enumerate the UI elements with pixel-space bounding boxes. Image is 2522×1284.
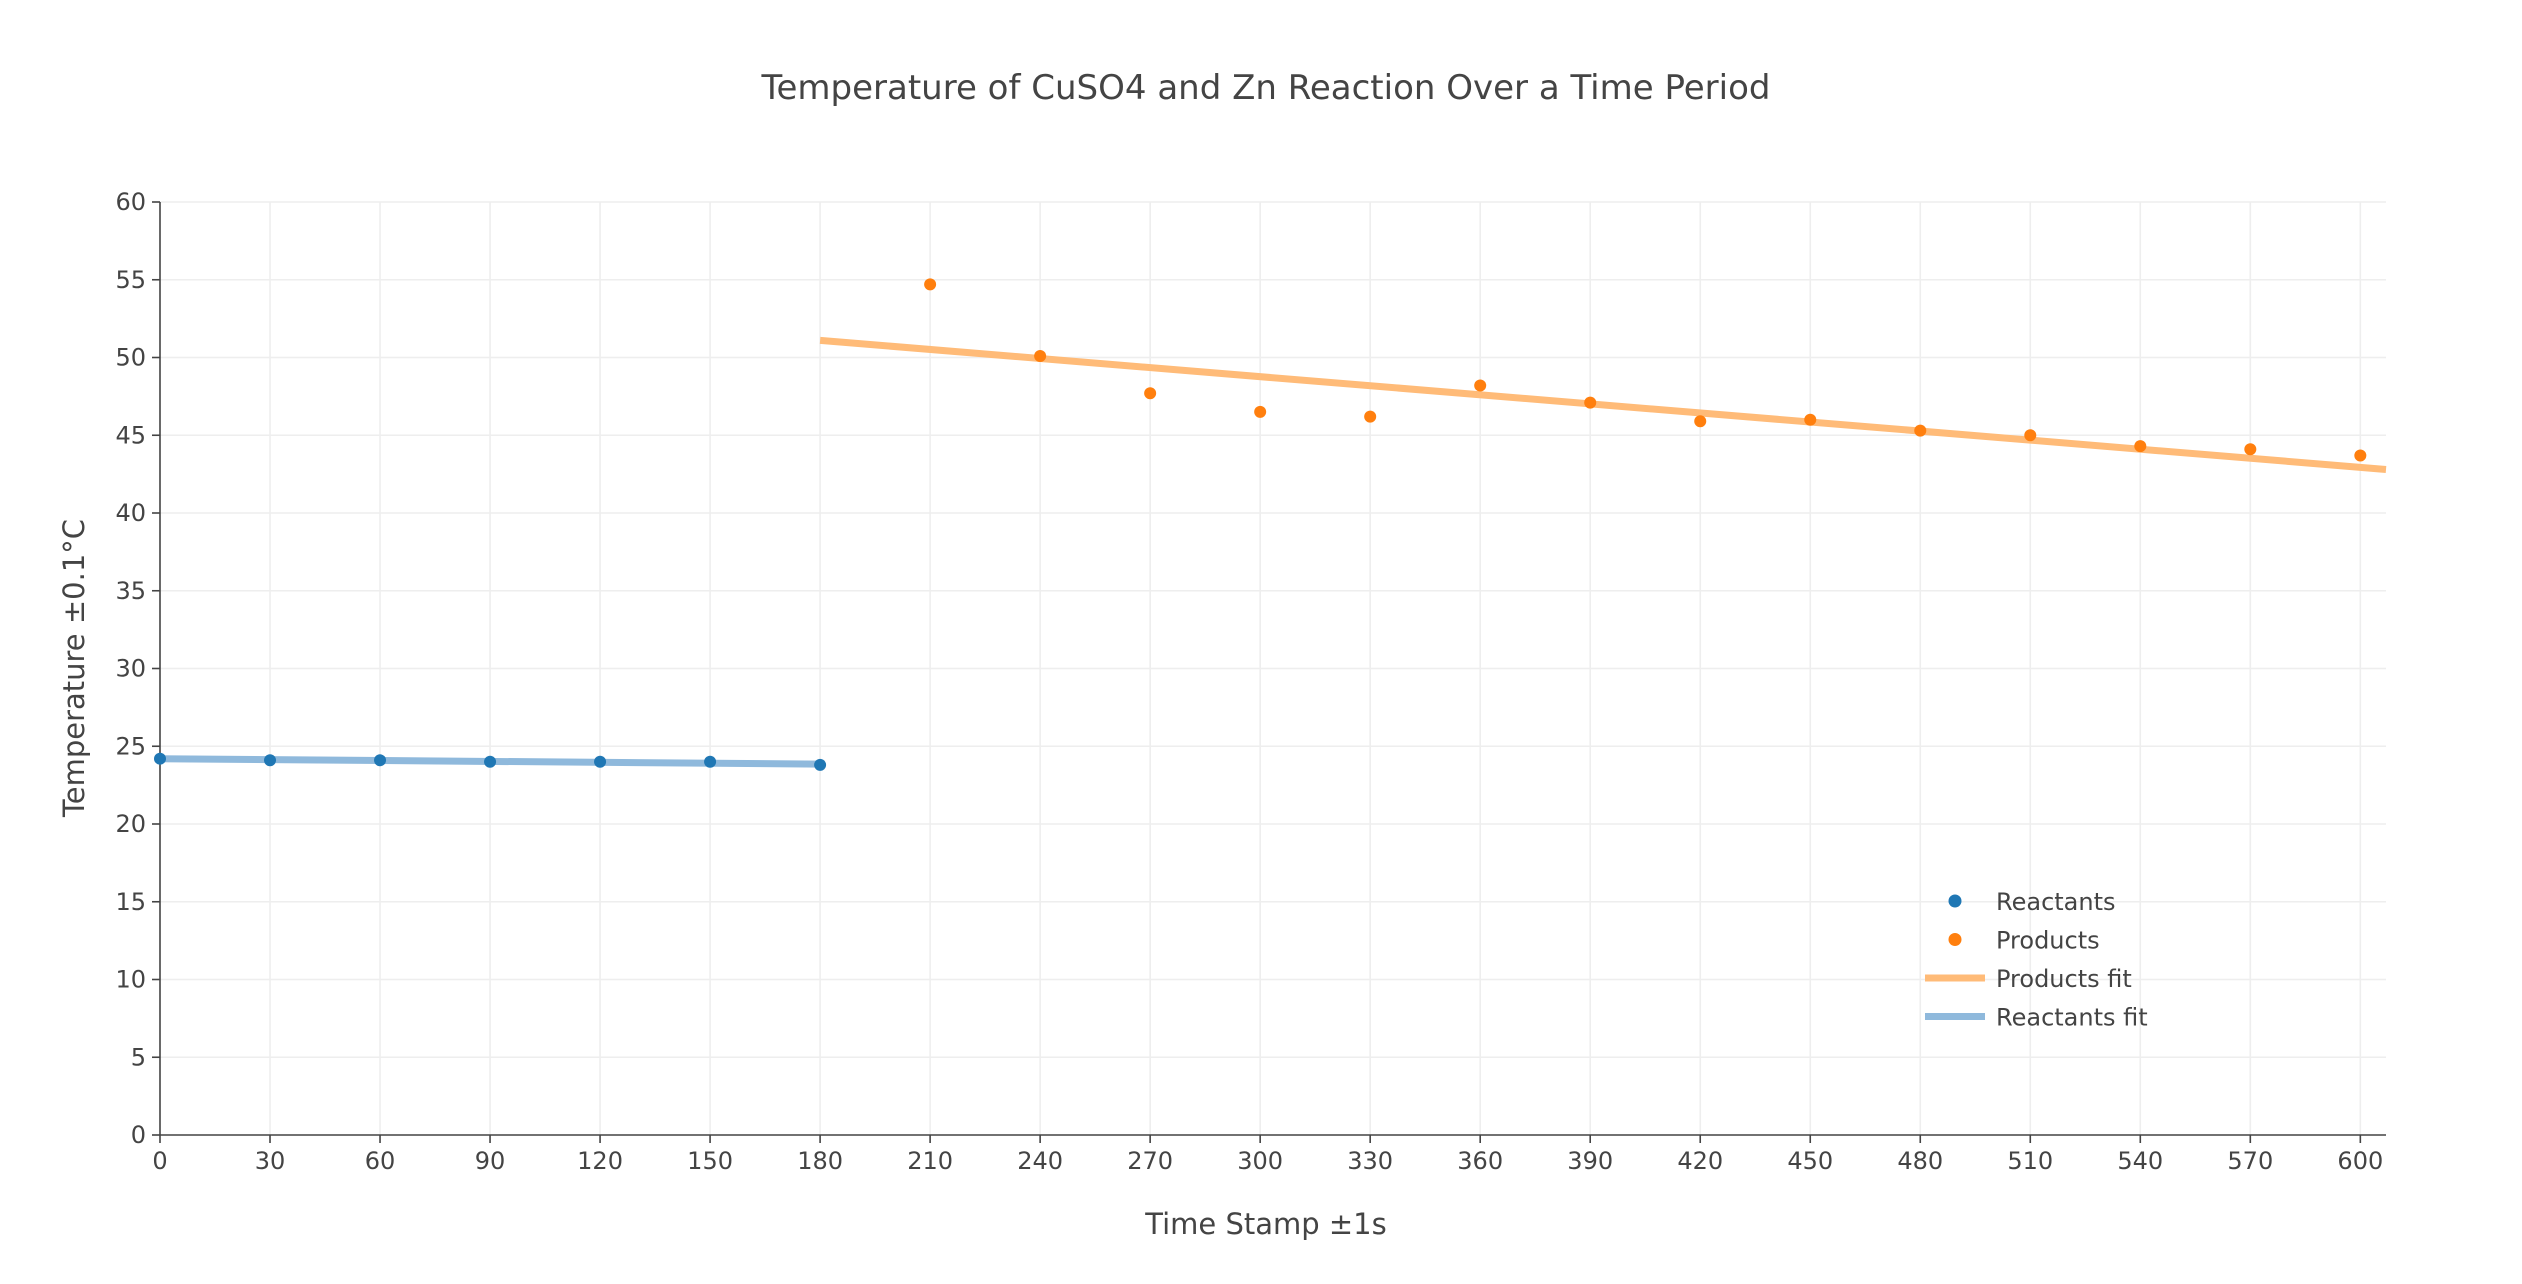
reactants-point	[154, 752, 166, 765]
reactants-point	[814, 758, 827, 771]
legend-marker-products	[1948, 933, 1962, 946]
x-tick-label: 450	[1787, 1147, 1833, 1175]
products-point	[2354, 449, 2367, 462]
x-tick-label: 540	[2117, 1147, 2163, 1175]
legend-marker-reactants	[1948, 894, 1962, 908]
x-tick-label: 390	[1567, 1147, 1613, 1175]
x-tick-label: 420	[1677, 1147, 1723, 1175]
products-fit-line	[819, 336, 2387, 473]
x-axis-title: Time Stamp ±1s	[1144, 1207, 1386, 1241]
y-tick-label: 30	[115, 655, 146, 683]
axes-layer: 0 30 60 90 120 150 180 210 240 270 300 330 360 390 420…	[115, 188, 2386, 1175]
x-tick-label: 600	[2337, 1147, 2383, 1175]
x-tick-label: 90	[475, 1147, 506, 1175]
products-point	[2244, 443, 2257, 456]
y-tick-label: 50	[115, 344, 146, 372]
y-tick-label: 0	[131, 1121, 146, 1149]
series-layer	[154, 278, 2387, 771]
legend-item-reactants[interactable]: Reactants	[1948, 888, 2116, 916]
x-tick-label: 330	[1347, 1147, 1393, 1175]
x-tick-label: 180	[797, 1147, 843, 1175]
reactants-point	[704, 755, 717, 768]
x-tick-label: 270	[1127, 1147, 1173, 1175]
legend[interactable]: Reactants Products Products fit Reactants f…	[1925, 888, 2148, 1032]
legend-label-products: Products	[1996, 927, 2100, 955]
products-point	[924, 278, 937, 291]
products-point	[1804, 413, 1817, 426]
y-tick-label: 55	[115, 266, 146, 294]
legend-label-products-fit: Products fit	[1996, 965, 2132, 993]
x-tick-label: 300	[1237, 1147, 1283, 1175]
reactants-point	[374, 754, 387, 767]
products-point	[1144, 387, 1157, 400]
x-tick-label: 480	[1897, 1147, 1943, 1175]
products-point	[2134, 440, 2147, 453]
products-point	[1694, 415, 1707, 428]
products-point	[1254, 405, 1267, 418]
legend-item-reactants-fit[interactable]: Reactants fit	[1925, 1004, 2148, 1032]
y-axis-title: Temperature ±0.1°C	[57, 519, 91, 818]
reactants-point	[484, 755, 497, 768]
products-point	[1474, 379, 1487, 392]
products-point	[2024, 429, 2037, 442]
products-point	[1364, 410, 1377, 423]
x-tick-label: 150	[687, 1147, 733, 1175]
y-tick-label: 15	[115, 888, 146, 916]
x-tick-label: 120	[577, 1147, 623, 1175]
y-tick-label: 10	[115, 966, 146, 994]
x-tick-label: 0	[152, 1147, 167, 1175]
x-tick-label: 210	[907, 1147, 953, 1175]
y-tick-label: 35	[115, 577, 146, 605]
x-tick-label: 60	[365, 1147, 396, 1175]
products-point	[1034, 349, 1047, 362]
legend-item-products[interactable]: Products	[1948, 927, 2100, 955]
chart-title: Temperature of CuSO4 and Zn Reaction Ove…	[761, 68, 1771, 108]
y-tick-label: 60	[115, 188, 146, 216]
x-tick-label: 360	[1457, 1147, 1503, 1175]
legend-item-products-fit[interactable]: Products fit	[1925, 965, 2132, 993]
reactants-point	[594, 755, 607, 768]
grid-layer	[160, 201, 2386, 1135]
x-tick-label: 240	[1017, 1147, 1063, 1175]
x-tick-label: 570	[2227, 1147, 2273, 1175]
reactants-point	[264, 754, 277, 767]
x-tick-label: 510	[2007, 1147, 2053, 1175]
y-tick-label: 25	[115, 732, 146, 760]
y-tick-label: 20	[115, 810, 146, 838]
x-tick-label: 30	[255, 1147, 286, 1175]
y-tick-label: 40	[115, 499, 146, 527]
y-tick-label: 45	[115, 421, 146, 449]
y-tick-label: 5	[131, 1043, 146, 1071]
legend-label-reactants: Reactants	[1996, 888, 2116, 916]
products-point	[1914, 424, 1927, 437]
legend-label-reactants-fit: Reactants fit	[1996, 1004, 2148, 1032]
products-point	[1584, 396, 1597, 409]
